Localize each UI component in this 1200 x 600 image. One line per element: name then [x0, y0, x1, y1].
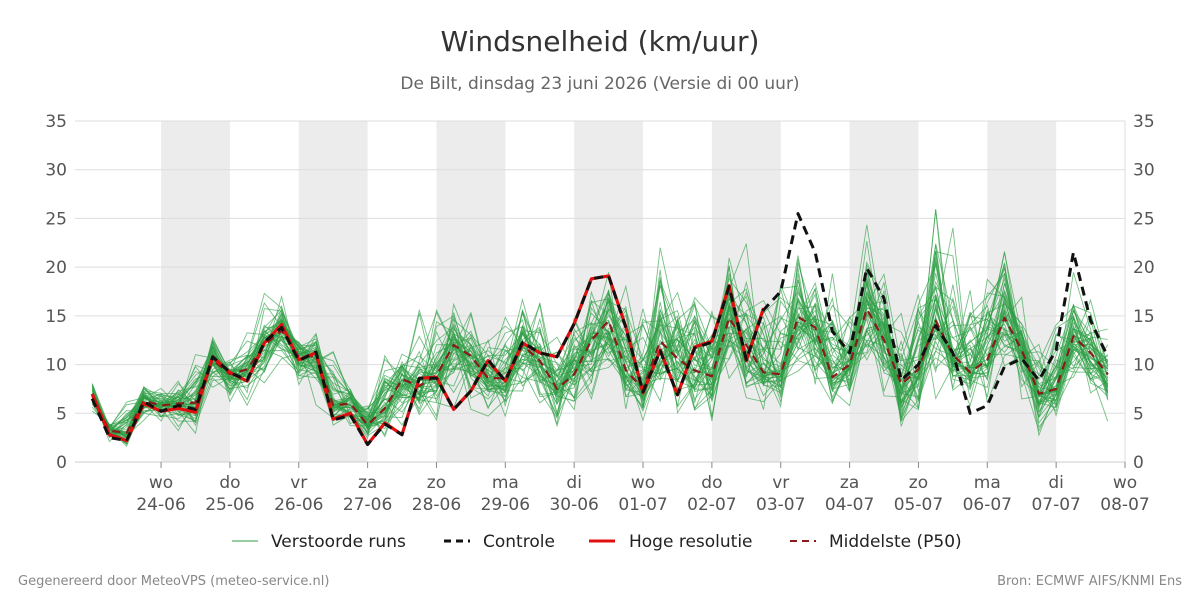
- ensemble-member-line: [91, 280, 1109, 444]
- y-tick-label-left: 20: [45, 258, 67, 278]
- x-tick-date: 06-07: [963, 495, 1012, 515]
- x-tick-date: 28-06: [412, 495, 461, 515]
- y-tick-label-right: 5: [1133, 404, 1144, 424]
- x-tick-day: zo: [909, 473, 928, 493]
- x-axis: wo24-06do25-06vr26-06za27-06zo28-06ma29-…: [75, 461, 1150, 515]
- y-tick-label-left: 35: [45, 112, 67, 132]
- ensemble-member-line: [91, 267, 1109, 441]
- legend-label-hires: Hoge resolutie: [629, 532, 753, 552]
- x-tick-day: vr: [290, 473, 307, 493]
- x-tick-date: 05-07: [894, 495, 943, 515]
- y-tick-label-left: 30: [45, 161, 67, 181]
- main-series: [90, 212, 1110, 447]
- y-tick-label-right: 15: [1133, 307, 1155, 327]
- ensemble-member-line: [91, 282, 1109, 435]
- legend-label-median: Middelste (P50): [829, 532, 962, 552]
- x-tick-date: 07-07: [1031, 495, 1080, 515]
- y-tick-label-right: 0: [1133, 453, 1144, 473]
- footer-source: Bron: ECMWF AIFS/KNMI Ens: [997, 574, 1182, 589]
- ensemble-member-line: [91, 286, 1109, 425]
- legend: Verstoorde runs Controle Hoge resolutie …: [232, 532, 962, 552]
- ensemble-member-line: [91, 304, 1109, 428]
- x-tick-date: 03-07: [756, 495, 805, 515]
- ensemble-member-line: [91, 251, 1109, 436]
- x-tick-date: 30-06: [549, 495, 598, 515]
- footer-generated-by: Gegenereerd door MeteoVPS (meteo-service…: [18, 574, 329, 589]
- y-axis-left: 0 5 10 15 20 25 30 35: [45, 112, 67, 473]
- x-tick-day: do: [701, 473, 722, 493]
- y-tick-label-left: 5: [56, 404, 67, 424]
- x-tick-day: wo: [631, 473, 655, 493]
- ensemble-member-line: [91, 299, 1109, 445]
- x-tick-date: 01-07: [618, 495, 667, 515]
- y-tick-label-left: 15: [45, 307, 67, 327]
- x-tick-day: ma: [974, 473, 1001, 493]
- ensemble-member-line: [91, 247, 1109, 436]
- x-tick-day: di: [1048, 473, 1064, 493]
- x-tick-date: 26-06: [274, 495, 323, 515]
- x-tick-date: 08-07: [1100, 495, 1149, 515]
- x-tick-day: vr: [772, 473, 789, 493]
- x-tick-date: 27-06: [343, 495, 392, 515]
- y-tick-label-right: 30: [1133, 161, 1155, 181]
- x-tick-date: 24-06: [136, 495, 185, 515]
- ensemble-member-line: [91, 209, 1109, 431]
- chart-subtitle: De Bilt, dinsdag 23 juni 2026 (Versie di…: [400, 74, 799, 94]
- x-tick-day: za: [358, 473, 377, 493]
- x-tick-date: 25-06: [205, 495, 254, 515]
- y-tick-label-right: 20: [1133, 258, 1155, 278]
- y-tick-label-right: 35: [1133, 112, 1155, 132]
- x-tick-date: 29-06: [481, 495, 530, 515]
- y-tick-label-right: 25: [1133, 209, 1155, 229]
- x-tick-day: do: [219, 473, 240, 493]
- y-tick-label-right: 10: [1133, 356, 1155, 376]
- x-tick-day: za: [840, 473, 859, 493]
- x-tick-day: di: [566, 473, 582, 493]
- x-tick-date: 04-07: [825, 495, 874, 515]
- y-tick-label-left: 10: [45, 356, 67, 376]
- x-tick-day: ma: [492, 473, 519, 493]
- y-axis-right: 0 5 10 15 20 25 30 35: [1133, 112, 1155, 473]
- x-tick-day: zo: [427, 473, 446, 493]
- ensemble-member-line: [91, 272, 1109, 439]
- x-tick-date: 02-07: [687, 495, 736, 515]
- y-tick-label-left: 0: [56, 453, 67, 473]
- y-tick-label-left: 25: [45, 209, 67, 229]
- x-tick-day: wo: [149, 473, 173, 493]
- day-band: [436, 121, 506, 462]
- x-tick-day: wo: [1113, 473, 1137, 493]
- legend-label-control: Controle: [483, 532, 555, 552]
- legend-label-ensemble: Verstoorde runs: [271, 532, 406, 552]
- chart-title: Windsnelheid (km/uur): [441, 25, 760, 58]
- control-line: [90, 212, 1110, 446]
